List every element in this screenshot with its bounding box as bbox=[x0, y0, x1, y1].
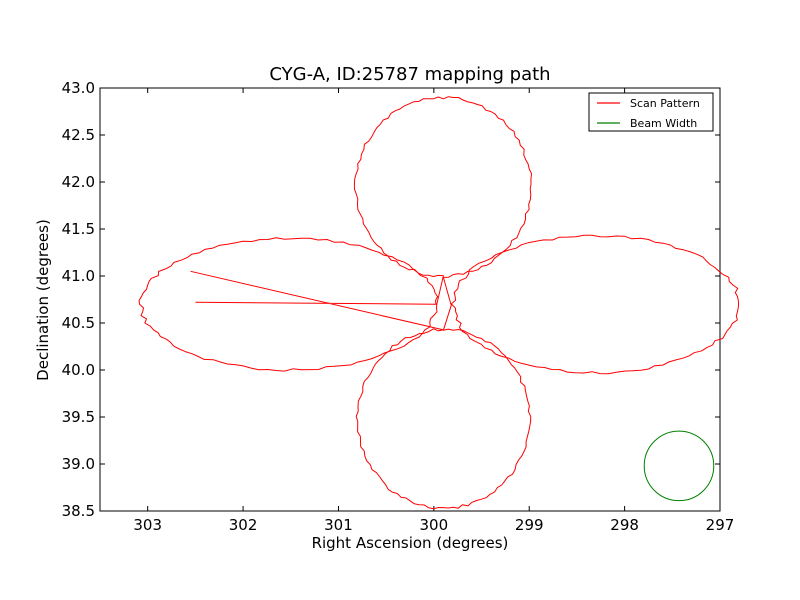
y-tick-label: 40.5 bbox=[62, 314, 95, 332]
y-tick-label: 42.5 bbox=[62, 126, 95, 144]
y-tick-label: 43.0 bbox=[62, 79, 95, 97]
legend-label-scan-pattern: Scan Pattern bbox=[630, 97, 700, 110]
series-layer bbox=[138, 96, 740, 510]
x-tick-label: 301 bbox=[324, 516, 353, 534]
x-tick-label: 300 bbox=[420, 516, 449, 534]
y-tick-label: 42.0 bbox=[62, 173, 95, 191]
y-tick-label: 40.0 bbox=[62, 361, 95, 379]
y-tick-label: 38.5 bbox=[62, 502, 95, 520]
legend: Scan Pattern Beam Width bbox=[588, 92, 714, 132]
y-tick-label: 39.0 bbox=[62, 455, 95, 473]
legend-box bbox=[588, 92, 714, 132]
plot-area bbox=[99, 87, 721, 512]
x-tick-label: 297 bbox=[706, 516, 735, 534]
x-tick-label: 302 bbox=[229, 516, 258, 534]
scan-pattern-line bbox=[138, 96, 740, 510]
x-axis-title: Right Ascension (degrees) bbox=[312, 534, 509, 552]
y-axis: 38.5 39.0 39.5 40.0 40.5 41.0 41.5 42.0 42.5 43.0 bbox=[62, 79, 720, 520]
legend-label-beam-width: Beam Width bbox=[630, 117, 697, 130]
x-tick-label: 298 bbox=[610, 516, 639, 534]
plot-frame bbox=[99, 87, 721, 512]
x-tick-label: 299 bbox=[515, 516, 544, 534]
beam-width-circle bbox=[643, 430, 715, 502]
y-tick-label: 41.0 bbox=[62, 267, 95, 285]
y-axis-title: Declination (degrees) bbox=[34, 219, 52, 381]
x-tick-label: 303 bbox=[133, 516, 162, 534]
y-tick-label: 39.5 bbox=[62, 408, 95, 426]
y-tick-label: 41.5 bbox=[62, 220, 95, 238]
chart-title: CYG-A, ID:25787 mapping path bbox=[269, 64, 550, 85]
x-axis: 303 302 301 300 299 298 297 bbox=[133, 88, 734, 534]
